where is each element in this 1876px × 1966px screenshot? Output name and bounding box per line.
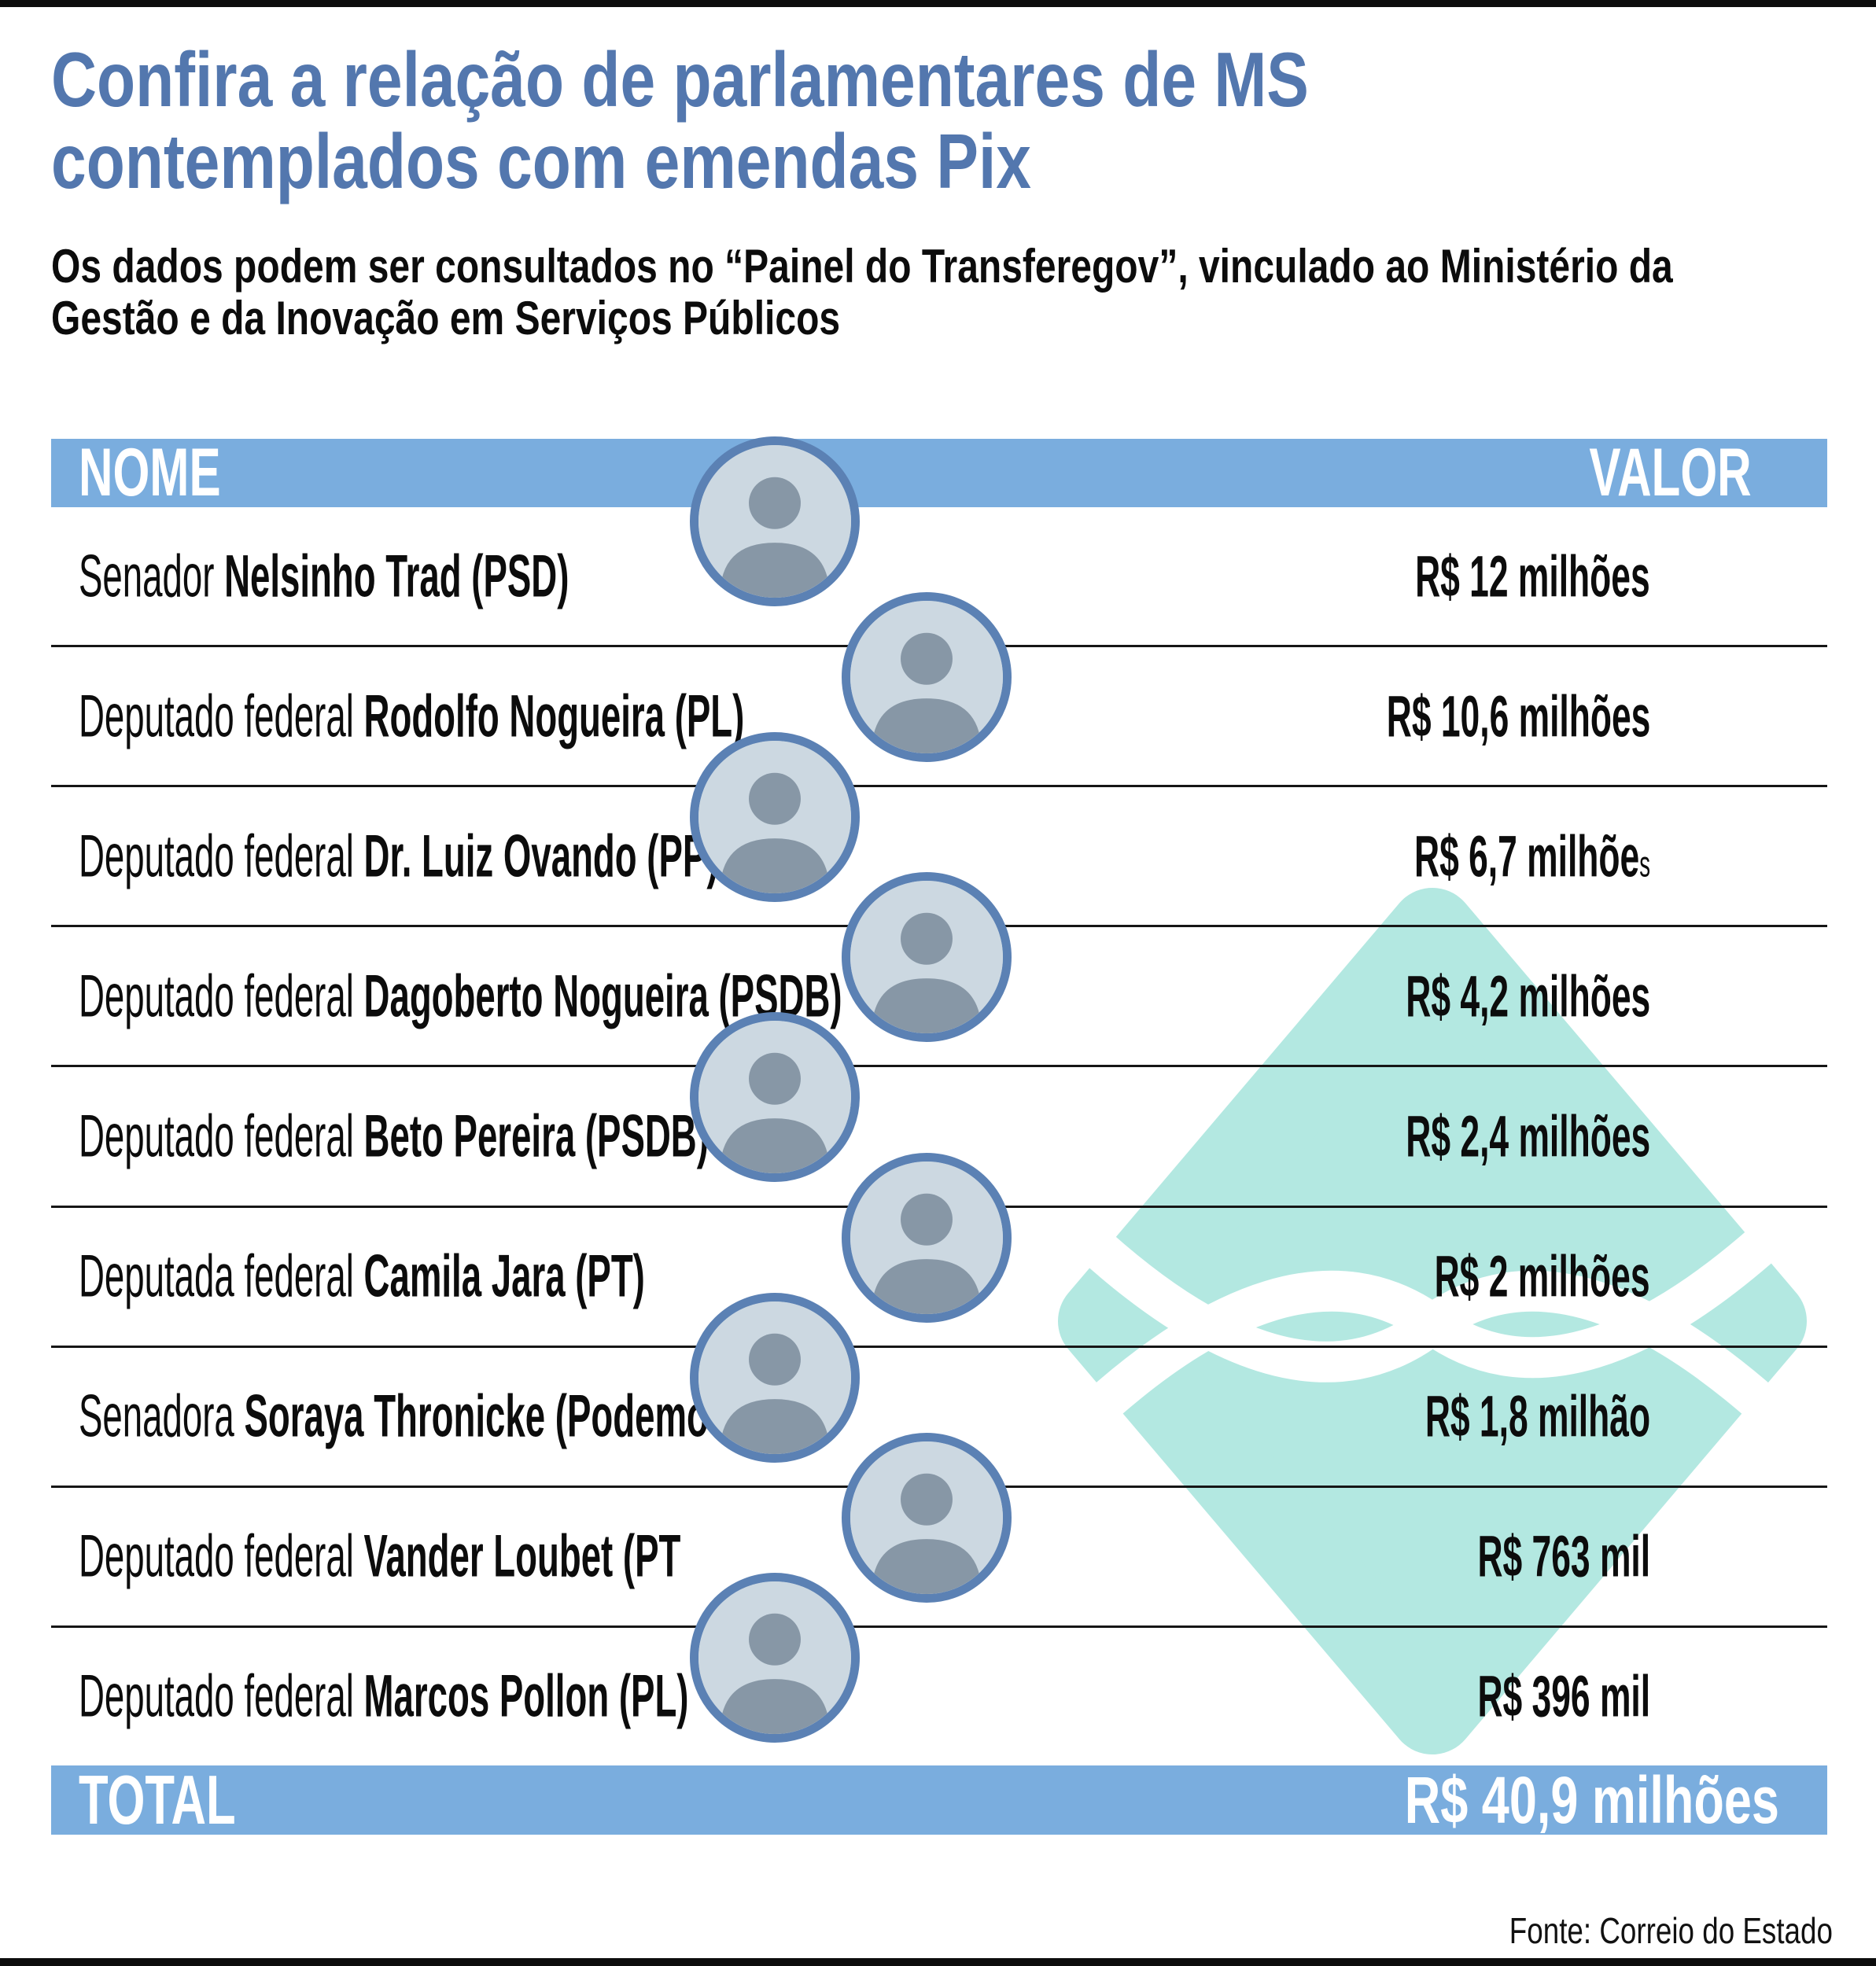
amount-bold: R$ 10,6 milhões: [1386, 683, 1650, 749]
name-and-party: Marcos Pollon (PL): [363, 1662, 689, 1730]
photo-soraya-thronicke: [690, 1292, 860, 1463]
person-silhouette-icon: [698, 1581, 851, 1734]
amount-bold: R$ 763 mil: [1477, 1523, 1650, 1589]
person-silhouette-icon: [698, 1021, 851, 1174]
person-silhouette-icon: [850, 1161, 1003, 1314]
parliamentarian-name: Deputado federal Dr. Luiz Ovando (PP): [79, 822, 1145, 890]
role-prefix: Deputado federal: [79, 1103, 364, 1170]
amount-value: R$ 2 milhões: [1291, 1243, 1650, 1310]
person-silhouette-icon: [698, 445, 851, 598]
amount-bold: R$ 2,4 milhões: [1406, 1103, 1650, 1169]
parliamentarian-name: Deputada federal Camila Jara (PT): [79, 1243, 1023, 1311]
name-and-party: Dr. Luiz Ovando (PP): [363, 823, 719, 890]
amount-bold: R$ 4,2 milhões: [1406, 963, 1650, 1029]
photo-dagoberto-nogueira: [842, 872, 1012, 1043]
amount-value: R$ 10,6 milhões: [1211, 683, 1650, 749]
parliamentarian-name: Deputado federal Dagoberto Nogueira (PSD…: [79, 962, 1351, 1030]
source-credit: Fonte: Correio do Estado: [1428, 1909, 1833, 1952]
role-prefix: Senador: [79, 543, 225, 610]
parliamentarian-name: Deputado federal Marcos Pollon (PL): [79, 1662, 1096, 1731]
role-prefix: Deputado federal: [79, 963, 364, 1030]
amount-bold: R$ 2 milhões: [1435, 1243, 1650, 1309]
photo-marcos-pollon: [690, 1572, 860, 1743]
amount-value: R$ 396 mil: [1362, 1663, 1650, 1730]
amount-bold: R$ 12 milhões: [1415, 543, 1650, 609]
table-row: Senador Nelsinho Trad (PSD) R$ 12 milhõe…: [51, 436, 1827, 645]
total-bar: TOTAL R$ 40,9 milhões: [51, 1761, 1827, 1839]
amount-suffix: s: [1639, 843, 1650, 885]
amount-bold: R$ 1,8 milhão: [1425, 1383, 1650, 1449]
table-row: Deputada federal Camila Jara (PT) R$ 2 m…: [51, 1152, 1827, 1346]
name-and-party: Vander Loubet (PT: [363, 1522, 681, 1590]
amount-bold: R$ 6,7 milhõe: [1414, 823, 1640, 889]
role-prefix: Deputado federal: [79, 823, 364, 890]
source-text: Fonte: Correio do Estado: [1509, 1910, 1833, 1951]
photo-camila-jara: [842, 1152, 1012, 1323]
amount-value: R$ 6,7 milhões: [1257, 823, 1650, 889]
role-prefix: Deputada federal: [79, 1243, 364, 1310]
table-row: Deputado federal Dagoberto Nogueira (PSD…: [51, 872, 1827, 1065]
role-prefix: Deputado federal: [79, 683, 364, 750]
amount-value: R$ 12 milhões: [1259, 543, 1650, 609]
pix-logo-icon: [1049, 888, 1815, 1754]
column-header-nome: NOME: [79, 435, 221, 510]
photo-beto-pereira: [690, 1012, 860, 1183]
table-row: Senadora Soraya Thronicke (Podemos) R$ 1…: [51, 1292, 1827, 1486]
amount-bold: R$ 396 mil: [1477, 1663, 1650, 1729]
table-row: Deputado federal Beto Pereira (PSDB) R$ …: [51, 1012, 1827, 1205]
table-header-bar: NOME VALOR: [51, 435, 1827, 510]
role-prefix: Deputado federal: [79, 1522, 364, 1590]
page-subtitle: Os dados podem ser consultados no “Paine…: [51, 241, 1876, 344]
name-and-party: Rodolfo Nogueira (PL): [363, 683, 745, 750]
photo-nelsinho-trad: [690, 436, 860, 606]
person-silhouette-icon: [850, 601, 1003, 754]
table-rows: Senador Nelsinho Trad (PSD) R$ 12 milhõe…: [51, 436, 1827, 1765]
name-and-party: Beto Pereira (PSDB): [363, 1103, 709, 1170]
amount-value: R$ 763 mil: [1362, 1523, 1650, 1590]
amount-value: R$ 2,4 milhões: [1243, 1103, 1650, 1169]
amount-value: R$ 4,2 milhões: [1243, 963, 1650, 1029]
name-and-party: Camila Jara (PT): [363, 1243, 645, 1310]
parliamentarian-name: Deputado federal Beto Pereira (PSDB): [79, 1102, 1129, 1170]
person-silhouette-icon: [850, 881, 1003, 1034]
photo-rodolfo-nogueira: [842, 592, 1012, 763]
bottom-border-bar: [0, 1958, 1876, 1966]
table-row: Deputado federal Rodolfo Nogueira (PL) R…: [51, 592, 1827, 785]
person-silhouette-icon: [698, 741, 851, 894]
person-silhouette-icon: [850, 1441, 1003, 1594]
total-label: TOTAL: [79, 1761, 236, 1839]
pix-logo-watermark: [1049, 884, 1815, 1758]
title-line-2: contemplados com emendas Pix: [51, 117, 1031, 204]
parliamentarian-name: Senadora Soraya Thronicke (Podemos): [79, 1382, 1181, 1451]
role-prefix: Senadora: [79, 1382, 245, 1450]
person-silhouette-icon: [698, 1301, 851, 1454]
total-value: R$ 40,9 milhões: [1404, 1762, 1779, 1837]
column-header-valor: VALOR: [1589, 435, 1752, 510]
photo-vander-loubet: [842, 1432, 1012, 1603]
page-title: Confira a relação de parlamentares de MS…: [51, 39, 1585, 203]
photo-dr-luiz-ovando: [690, 732, 860, 903]
role-prefix: Deputado federal: [79, 1662, 364, 1730]
table-row: Deputado federal Vander Loubet (PT R$ 76…: [51, 1432, 1827, 1625]
amount-value: R$ 1,8 milhão: [1275, 1383, 1650, 1450]
parliamentarian-name: Deputado federal Vander Loubet (PT: [79, 1522, 1082, 1591]
top-border-bar: [0, 0, 1876, 7]
name-and-party: Nelsinho Trad (PSD): [224, 543, 569, 610]
parliamentarian-name: Senador Nelsinho Trad (PSD): [79, 542, 896, 610]
parliamentarian-name: Deputado federal Rodolfo Nogueira (PL): [79, 682, 1189, 750]
title-line-1: Confira a relação de parlamentares de MS: [51, 36, 1309, 123]
table-row: Deputado federal Marcos Pollon (PL) R$ 3…: [51, 1572, 1827, 1765]
table-row: Deputado federal Dr. Luiz Ovando (PP) R$…: [51, 732, 1827, 925]
name-and-party: Soraya Thronicke (Podemos): [244, 1382, 741, 1450]
subtitle-line-2: Gestão e da Inovação em Serviços Público…: [51, 292, 841, 344]
subtitle-line-1: Os dados podem ser consultados no “Paine…: [51, 240, 1673, 293]
